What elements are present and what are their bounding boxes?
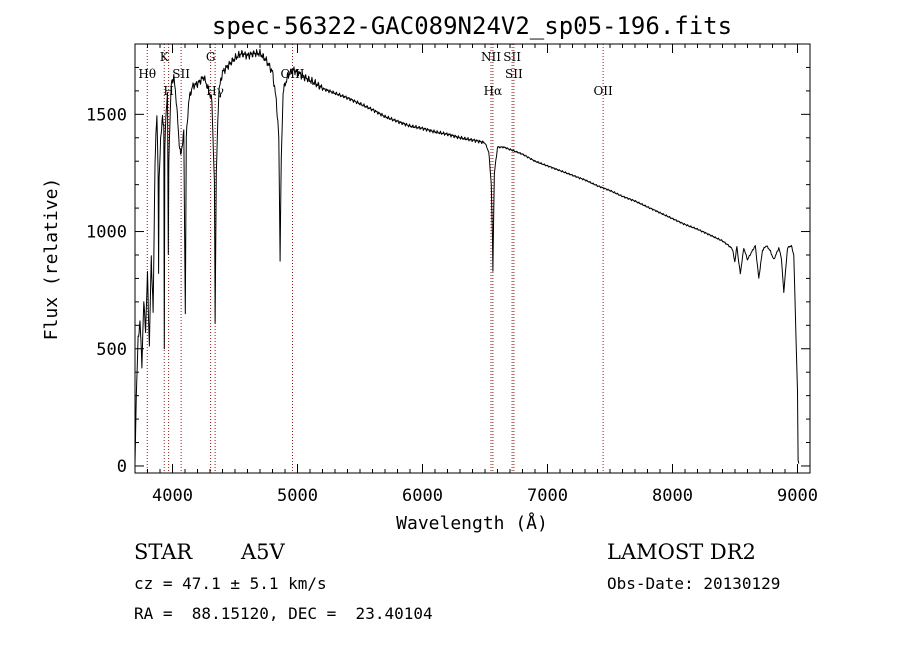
x-axis: 4000 5000 6000 7000 8000 9000 <box>134 44 818 506</box>
line-marker-label: G <box>206 50 216 64</box>
y-axis: 0 500 1000 1500 <box>86 66 810 477</box>
object-subclass: A5V <box>241 540 285 564</box>
line-marker-label: Hα <box>484 84 503 98</box>
survey-name: LAMOST DR2 <box>607 540 756 564</box>
x-tick-label: 6000 <box>402 486 443 506</box>
x-tick-label: 7000 <box>527 486 568 506</box>
coordinates-readout: RA = 88.15120, DEC = 23.40104 <box>134 604 433 623</box>
redshift-readout: cz = 47.1 ± 5.1 km/s <box>134 574 327 593</box>
line-marker-label: SII <box>505 67 523 81</box>
spectrum-line <box>134 48 800 464</box>
line-marker-label: H <box>163 84 173 98</box>
line-marker-label: SII <box>172 67 190 81</box>
chart-title: spec-56322-GAC089N24V2_sp05-196.fits <box>212 12 732 40</box>
line-marker-label: OII <box>593 84 613 98</box>
line-marker-label: OIII <box>280 67 304 81</box>
y-tick-label: 1000 <box>86 223 127 243</box>
line-marker-label: SII <box>503 50 521 64</box>
spectrum-series <box>134 48 800 464</box>
observation-date: Obs-Date: 20130129 <box>607 574 781 593</box>
x-tick-label: 8000 <box>652 486 693 506</box>
y-axis-label: Flux (relative) <box>41 178 62 341</box>
object-class: STAR <box>134 540 193 564</box>
plot-frame <box>134 43 811 474</box>
line-marker-label: K <box>160 50 170 64</box>
y-tick-label: 0 <box>117 457 127 477</box>
line-marker-label: Hθ <box>138 67 156 81</box>
x-axis-label: Wavelength (Å) <box>396 512 548 534</box>
x-tick-label: 5000 <box>277 486 318 506</box>
x-tick-label: 9000 <box>777 486 818 506</box>
x-tick-label: 4000 <box>152 486 193 506</box>
y-tick-label: 500 <box>96 340 127 360</box>
y-tick-label: 1500 <box>86 105 127 125</box>
line-marker-label: NII <box>481 50 501 64</box>
